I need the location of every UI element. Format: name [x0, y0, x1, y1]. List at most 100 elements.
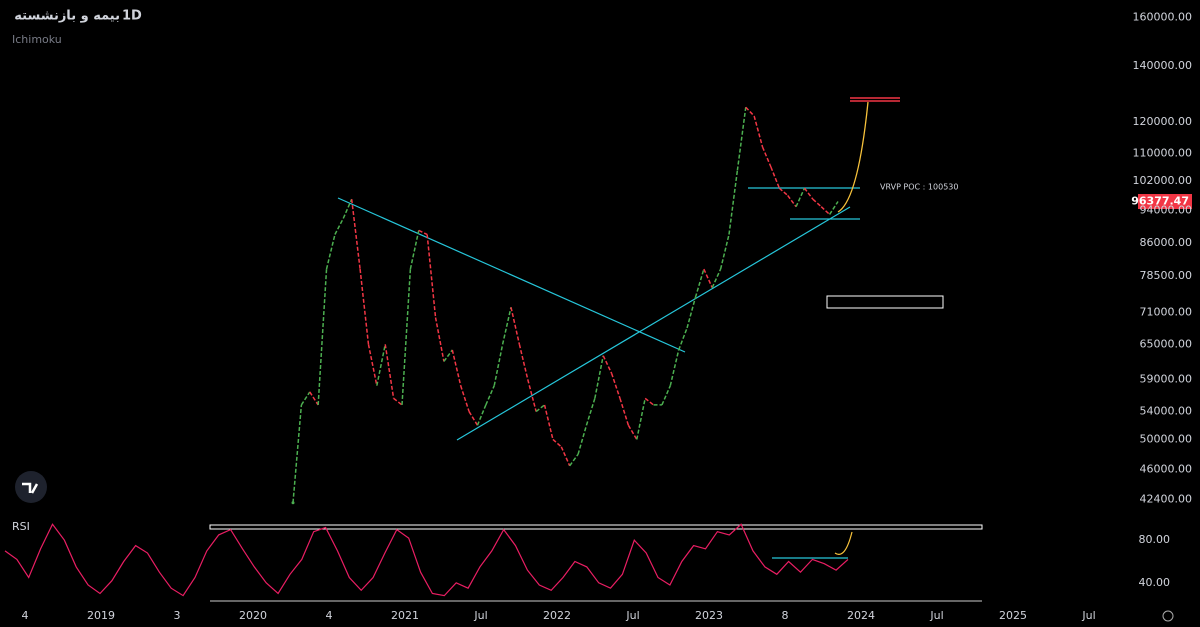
price-segment — [317, 268, 328, 405]
y-tick-label: 50000.00 — [1140, 432, 1193, 445]
y-tick-label: 160000.00 — [1133, 11, 1193, 24]
y-tick-label: 78500.00 — [1140, 269, 1193, 282]
box — [826, 295, 944, 309]
price-segment — [485, 385, 495, 406]
settings-icon[interactable] — [1162, 610, 1174, 622]
price-segment — [359, 268, 370, 345]
x-tick-label: 4 — [22, 609, 29, 622]
price-segment — [686, 297, 697, 329]
x-tick-label: Jul — [625, 609, 639, 622]
price-segment — [376, 344, 386, 386]
price-segment — [745, 106, 755, 117]
price-segment — [753, 115, 764, 148]
x-tick-label: 3 — [174, 609, 181, 622]
price-segment — [636, 398, 646, 440]
rsi-projection — [834, 531, 853, 555]
x-tick-label: 2025 — [999, 609, 1027, 622]
y-tick-label: 94000.00 — [1140, 204, 1193, 217]
x-tick-label: 4 — [326, 609, 333, 622]
last-price-box — [1138, 194, 1192, 210]
price-segment — [820, 206, 831, 215]
price-segment — [812, 198, 822, 208]
rsi-label: RSI — [12, 520, 30, 533]
price-segment — [669, 349, 680, 386]
interval: 1D — [122, 9, 142, 24]
price-segment — [661, 385, 671, 406]
price-segment — [803, 187, 814, 200]
price-segment — [409, 230, 420, 270]
price-segment — [644, 397, 654, 406]
y-tick-label: 120000.00 — [1133, 115, 1193, 128]
price-segment — [384, 344, 395, 399]
price-segment — [367, 344, 378, 386]
y-tick-label: 59000.00 — [1140, 372, 1193, 385]
price-segment — [300, 391, 311, 406]
trend-line — [456, 206, 851, 441]
price-segment — [309, 391, 319, 406]
price-segment — [711, 268, 722, 288]
price-segment — [569, 453, 579, 467]
x-tick-label: 2020 — [239, 609, 267, 622]
price-segment — [501, 307, 512, 345]
x-tick-label: 2019 — [87, 609, 115, 622]
price-segment — [443, 349, 453, 362]
price-segment — [292, 404, 303, 503]
x-tick-label: 8 — [782, 609, 789, 622]
y-tick-label: 140000.00 — [1133, 59, 1193, 72]
price-segment — [468, 411, 479, 426]
price-segment — [493, 344, 504, 386]
price-segment — [770, 166, 781, 189]
x-tick-label: 2023 — [695, 609, 723, 622]
price-segment — [577, 425, 588, 455]
price-segment — [703, 268, 713, 288]
price-segment — [342, 198, 353, 219]
price-segment — [787, 195, 797, 208]
price-segment — [778, 187, 789, 197]
y-tick-label: 86000.00 — [1140, 236, 1193, 249]
price-segment — [451, 349, 462, 386]
y-tick-label: 102000.00 — [1133, 174, 1193, 187]
price-segment — [795, 187, 806, 208]
x-tick-label: 2022 — [543, 609, 571, 622]
y-tick-label: 71000.00 — [1140, 305, 1193, 318]
price-segment — [828, 201, 839, 215]
price-segment — [535, 404, 546, 413]
price-segment — [552, 438, 562, 448]
price-segment — [418, 229, 428, 236]
price-segment — [426, 234, 437, 318]
y-tick-label: 65000.00 — [1140, 337, 1193, 350]
y-tick-label: 42400.00 — [1140, 492, 1193, 505]
drawings — [15, 97, 1174, 622]
rsi-box — [209, 524, 983, 530]
price-segment — [736, 107, 747, 171]
price-segment — [393, 397, 403, 406]
price-segment — [610, 373, 621, 399]
chart-title: بیمه و بازنشسته — [14, 9, 120, 24]
price-segment — [510, 307, 521, 345]
indicator-label: Ichimoku — [12, 33, 62, 46]
trend-line — [337, 197, 686, 353]
y-tick-label: 54000.00 — [1140, 405, 1193, 418]
rsi-line — [4, 523, 849, 597]
price-segment — [694, 268, 705, 298]
price-segment — [594, 355, 604, 399]
price-segment — [627, 424, 638, 440]
x-tick-label: 2024 — [847, 609, 875, 622]
x-tick-label: Jul — [473, 609, 487, 622]
rsi-tick-label: 80.00 — [1139, 533, 1171, 546]
logo-mark — [22, 482, 39, 494]
price-segment — [560, 446, 571, 467]
x-tick-label: Jul — [1081, 609, 1095, 622]
projection — [837, 101, 869, 213]
price-segment — [459, 385, 470, 412]
price-segment — [585, 398, 596, 426]
y-tick-label: 110000.00 — [1133, 147, 1193, 160]
y-tick-label: 46000.00 — [1140, 463, 1193, 476]
price-segment — [728, 170, 739, 235]
price-segment — [619, 398, 630, 426]
last-price: 96377.47 — [1131, 195, 1189, 208]
price-segment — [334, 218, 344, 235]
price-segment — [677, 327, 688, 351]
